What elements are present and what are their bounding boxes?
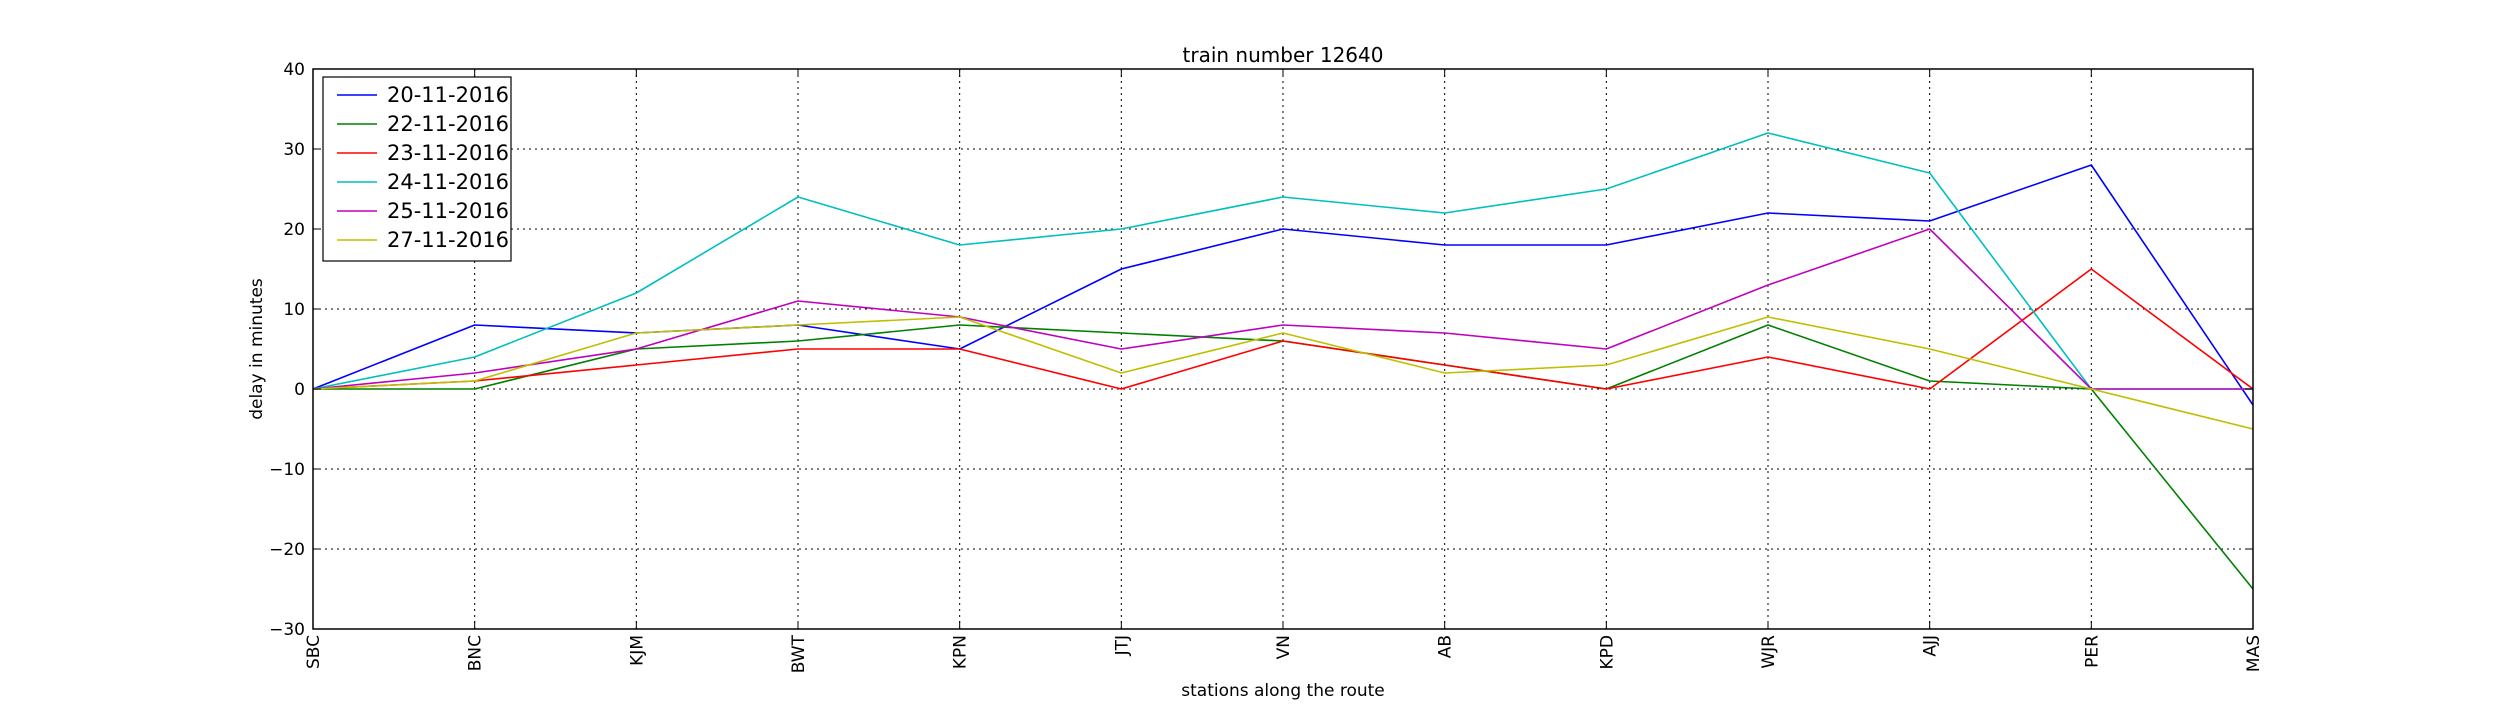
y-tick-label: 40 bbox=[283, 60, 305, 80]
x-tick-label: VN bbox=[1274, 635, 1294, 659]
y-tick-label: 10 bbox=[283, 300, 305, 320]
series-line-27-11-2016 bbox=[312, 316, 2254, 430]
legend-entry-label: 22-11-2016 bbox=[387, 112, 509, 136]
legend-entry-label: 20-11-2016 bbox=[387, 83, 509, 107]
series-line-24-11-2016 bbox=[312, 132, 2253, 390]
legend-box bbox=[322, 76, 512, 262]
x-tick-label: JTJ bbox=[1112, 635, 1132, 656]
y-tick-label: 30 bbox=[283, 140, 305, 160]
series-line-23-11-2016 bbox=[312, 268, 2254, 390]
x-tick-label: BNC bbox=[466, 635, 486, 671]
y-tick-label: −30 bbox=[269, 620, 305, 640]
x-tick-label: BWT bbox=[789, 634, 809, 673]
grid bbox=[312, 68, 2254, 630]
axis-ticks bbox=[312, 68, 2254, 630]
series-lines bbox=[312, 132, 2254, 590]
x-tick-label: AJJ bbox=[1921, 635, 1941, 657]
x-tick-label: PER bbox=[2082, 635, 2102, 668]
x-axis-label: stations along the route bbox=[1181, 681, 1385, 700]
legend-entry-label: 24-11-2016 bbox=[387, 170, 509, 194]
series-line-25-11-2016 bbox=[312, 228, 2253, 390]
y-tick-label: −20 bbox=[269, 540, 305, 560]
legend-entry-label: 25-11-2016 bbox=[387, 199, 509, 223]
tick-labels: SBC BNC KJM BWT KPN JTJ VN AB KPD WJR AJJ PER MAS 40 3… bbox=[269, 60, 2264, 673]
x-tick-label: MAS bbox=[2244, 635, 2264, 672]
legend: 20-11-2016 22-11-2016 23-11-2016 24-11-2016… bbox=[322, 76, 512, 262]
x-tick-label: AB bbox=[1436, 635, 1456, 658]
y-axis-label: delay in minutes bbox=[247, 278, 267, 420]
legend-entry-label: 27-11-2016 bbox=[387, 228, 509, 252]
x-tick-label: KJM bbox=[627, 635, 647, 666]
legend-entry-label: 23-11-2016 bbox=[387, 141, 509, 165]
x-tick-label: KPN bbox=[951, 635, 971, 669]
x-tick-label: KPD bbox=[1597, 635, 1617, 670]
chart-title: train number 12640 bbox=[1183, 43, 1384, 67]
x-tick-label: WJR bbox=[1759, 635, 1779, 669]
y-tick-label: 0 bbox=[294, 380, 305, 400]
x-tick-label: SBC bbox=[304, 635, 324, 669]
y-tick-label: −10 bbox=[269, 460, 305, 480]
y-tick-label: 20 bbox=[283, 220, 305, 240]
